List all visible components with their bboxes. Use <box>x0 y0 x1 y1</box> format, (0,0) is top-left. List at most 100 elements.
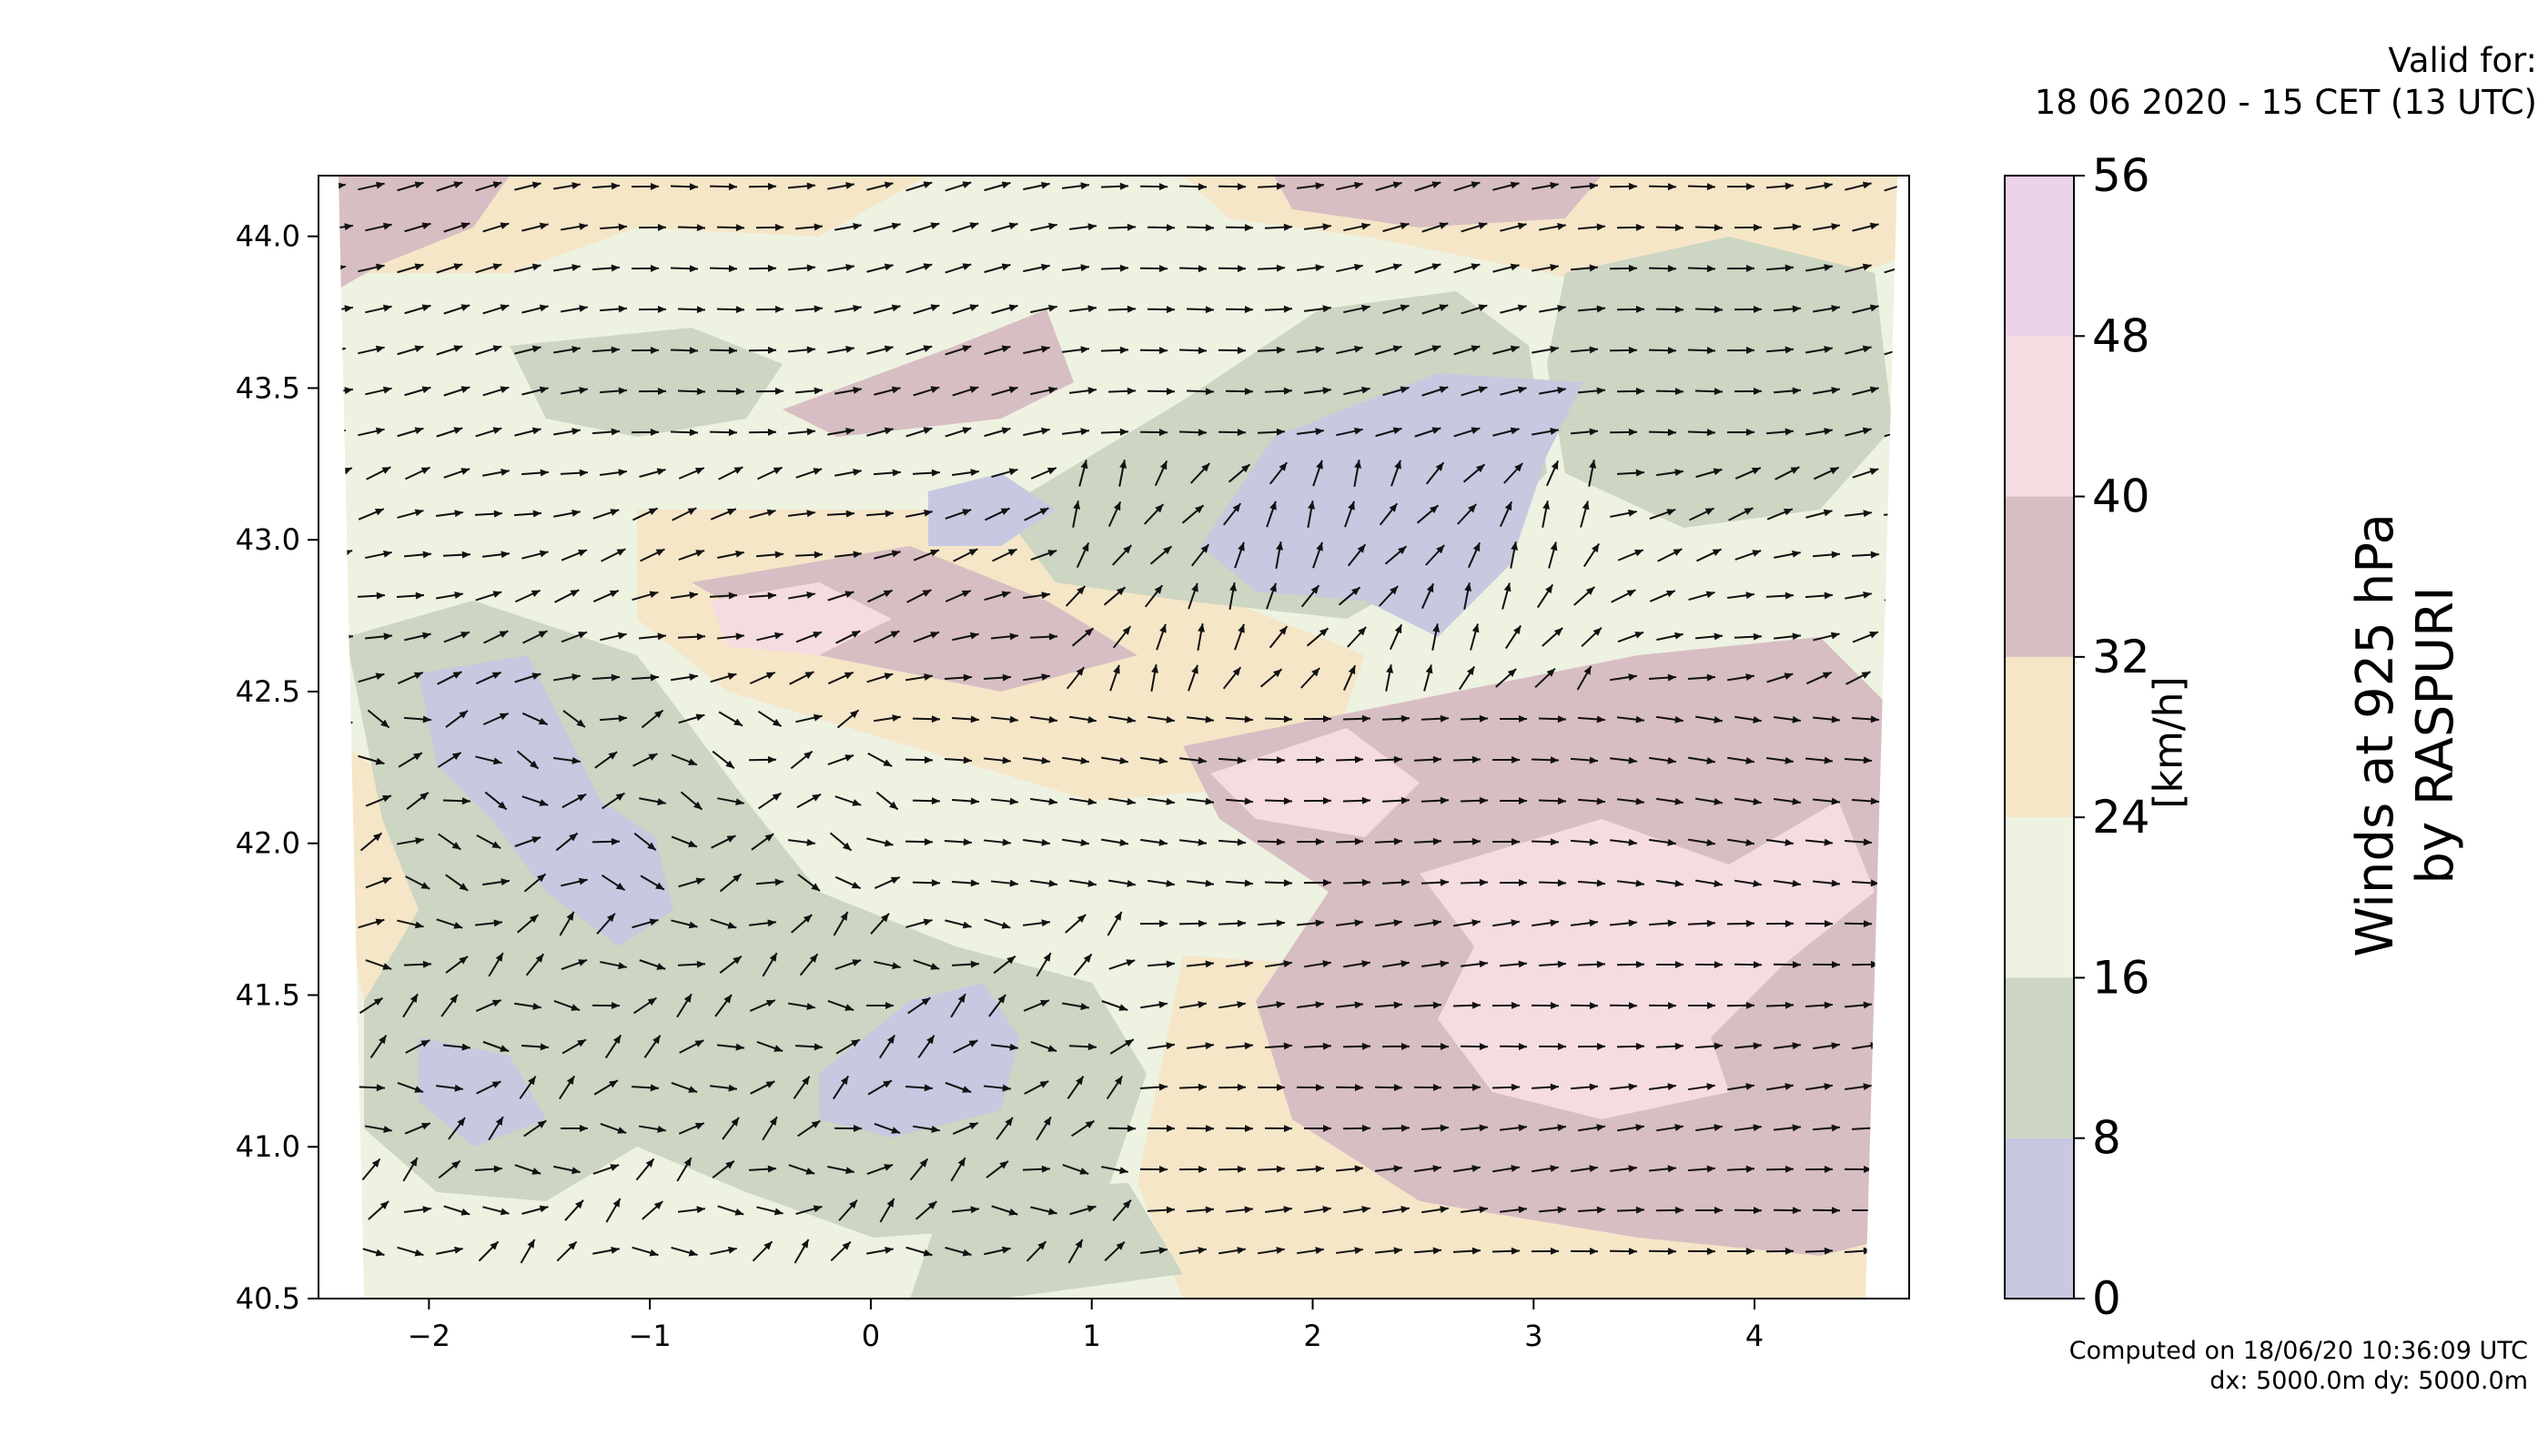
wind-arrow <box>794 1239 810 1264</box>
wind-arrow <box>983 756 1012 764</box>
x-axis: −2 −1 0 1 2 3 4 <box>408 1299 1764 1353</box>
wind-arrow <box>1655 960 1684 968</box>
wind-arrow <box>1852 386 1879 396</box>
wind-arrow <box>1257 919 1286 927</box>
wind-arrow <box>748 428 777 436</box>
wind-arrow <box>365 386 392 396</box>
wind-arrow <box>1538 715 1567 723</box>
wind-arrow <box>1100 182 1129 190</box>
wind-arrow <box>1071 627 1095 647</box>
wind-arrow <box>755 551 784 559</box>
wind-arrow <box>404 1122 431 1135</box>
wind-arrow <box>478 1240 500 1262</box>
wind-arrow <box>1539 223 1566 231</box>
wind-arrow <box>755 223 784 231</box>
wind-arrow <box>553 1165 581 1175</box>
colorbar-swatch <box>2005 176 2074 337</box>
wind-arrow <box>1687 1248 1716 1256</box>
field-calm-north2 <box>928 473 1056 546</box>
wind-arrow <box>670 183 699 191</box>
wind-arrow <box>1813 632 1840 642</box>
wind-arrow <box>1234 623 1245 651</box>
wind-arrow <box>1727 1083 1754 1091</box>
wind-arrow <box>1492 181 1520 191</box>
wind-arrow <box>1061 182 1090 190</box>
wind-arrow <box>1845 1083 1872 1091</box>
wind-arrow <box>443 386 470 397</box>
wind-arrow <box>1577 715 1606 723</box>
wind-arrow <box>1571 1165 1598 1173</box>
wind-arrow <box>488 1116 504 1141</box>
wind-arrow <box>874 1123 901 1134</box>
wind-arrow <box>834 305 862 313</box>
wind-arrow <box>1178 265 1208 273</box>
wind-arrow <box>1532 1165 1559 1173</box>
wind-arrow <box>797 1119 821 1138</box>
wind-arrow <box>1257 838 1286 846</box>
wind-arrow <box>830 1240 852 1262</box>
wind-arrow <box>1812 1207 1841 1215</box>
wind-arrow <box>1065 914 1087 934</box>
wind-arrow <box>709 347 738 355</box>
wind-arrow <box>443 468 470 479</box>
wind-arrow <box>1734 305 1763 313</box>
wind-arrow <box>799 953 819 976</box>
wind-arrow <box>1577 1206 1606 1214</box>
wind-arrow <box>827 671 854 685</box>
wind-arrow <box>1139 183 1168 191</box>
wind-arrow <box>1381 878 1410 886</box>
wind-arrow <box>1029 632 1058 641</box>
wind-arrow <box>436 345 463 356</box>
wind-arrow <box>1269 625 1289 649</box>
wind-arrow <box>1023 838 1050 846</box>
wind-arrow <box>1812 797 1841 805</box>
wind-arrow <box>438 833 461 851</box>
wind-arrow <box>1773 387 1802 395</box>
wind-arrow <box>436 427 463 438</box>
wind-arrow <box>560 469 589 477</box>
wind-arrow <box>795 631 823 643</box>
wind-arrow <box>1765 1165 1795 1173</box>
wind-arrow <box>794 305 824 313</box>
wind-arrow <box>1492 263 1520 273</box>
wind-arrow <box>755 305 784 313</box>
wind-arrow <box>405 1039 430 1054</box>
wind-arrow <box>712 750 735 770</box>
wind-arrow <box>1773 1207 1802 1215</box>
wind-arrow <box>364 632 393 641</box>
wind-arrow <box>1844 920 1873 928</box>
wind-arrow <box>601 875 626 891</box>
wind-arrow <box>1453 427 1481 438</box>
wind-arrow <box>1531 1247 1560 1255</box>
wind-arrow <box>403 960 432 968</box>
wind-arrow <box>1726 919 1755 927</box>
wind-arrow <box>397 672 424 684</box>
wind-arrow <box>365 222 392 232</box>
wind-arrow <box>1269 461 1289 485</box>
wind-arrow <box>1805 1247 1834 1255</box>
wind-arrow <box>1805 671 1833 685</box>
wind-arrow <box>1303 305 1332 313</box>
wind-arrow <box>796 793 822 809</box>
valid-time-block: Valid for: 18 06 2020 - 15 CET (13 UTC) <box>2035 40 2537 124</box>
wind-arrow <box>834 795 862 806</box>
wind-arrow <box>953 1039 978 1054</box>
wind-arrow <box>1774 550 1801 559</box>
wind-arrow <box>561 793 587 809</box>
wind-arrow <box>602 792 625 810</box>
wind-arrow <box>905 1084 934 1092</box>
wind-arrow <box>865 510 895 518</box>
wind-arrow <box>1296 264 1325 272</box>
wind-arrow <box>1186 960 1215 968</box>
wind-arrow <box>1734 1207 1763 1215</box>
wind-arrow <box>944 756 973 764</box>
wind-arrow <box>1384 545 1408 565</box>
wind-arrow <box>1695 468 1723 479</box>
wind-arrow <box>1610 673 1637 682</box>
wind-arrow <box>1765 346 1795 354</box>
wind-arrow <box>1225 306 1254 314</box>
wind-arrow <box>1140 756 1168 764</box>
valid-time: 18 06 2020 - 15 CET (13 UTC) <box>2034 83 2537 122</box>
field-light-ne <box>1547 237 1893 528</box>
wind-arrow <box>992 548 1017 562</box>
